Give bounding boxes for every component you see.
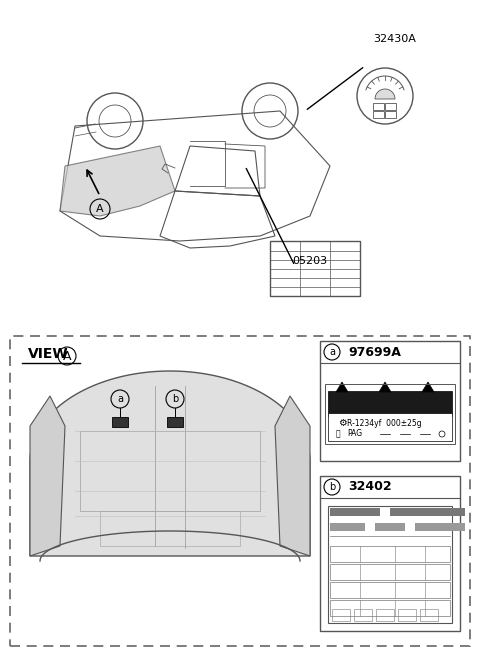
Wedge shape [375, 89, 395, 99]
Text: ⚙: ⚙ [338, 418, 347, 428]
Text: 32402: 32402 [348, 480, 392, 493]
Bar [330, 508, 380, 516]
Text: b: b [329, 482, 335, 492]
Text: 97699A: 97699A [348, 346, 401, 358]
Bar [376, 609, 394, 621]
Bar [385, 103, 396, 110]
Bar [100, 511, 240, 546]
Bar [330, 582, 450, 598]
Text: 05203: 05203 [292, 256, 327, 266]
Bar [320, 476, 460, 631]
Text: PAG: PAG [347, 430, 362, 438]
Bar [373, 111, 384, 118]
Bar [270, 241, 360, 296]
Circle shape [357, 68, 413, 124]
Bar [325, 384, 455, 444]
Bar [375, 523, 405, 531]
Bar [398, 609, 416, 621]
Bar [328, 506, 452, 623]
Text: a: a [117, 394, 123, 404]
Polygon shape [30, 371, 310, 556]
Bar [415, 523, 465, 531]
Bar [332, 609, 350, 621]
Text: a: a [329, 347, 335, 357]
Text: A: A [63, 350, 71, 363]
Polygon shape [422, 382, 434, 392]
Bar [354, 609, 372, 621]
Bar [420, 609, 438, 621]
Bar [320, 341, 460, 461]
Bar [330, 546, 450, 562]
Text: 32430A: 32430A [373, 34, 417, 44]
Bar [390, 508, 465, 516]
Bar [328, 413, 452, 441]
Text: R-1234yf  000±25g: R-1234yf 000±25g [347, 419, 421, 428]
Polygon shape [60, 146, 175, 216]
Polygon shape [336, 382, 348, 392]
Polygon shape [275, 396, 310, 556]
Bar [167, 417, 183, 427]
Bar [385, 111, 396, 118]
Text: VIEW: VIEW [28, 347, 69, 361]
Polygon shape [30, 396, 65, 556]
Bar [112, 417, 128, 427]
Bar [330, 600, 450, 616]
Bar [330, 564, 450, 580]
Text: b: b [172, 394, 178, 404]
Bar [328, 391, 452, 416]
Text: 🛢: 🛢 [336, 430, 341, 438]
Bar [373, 103, 384, 110]
Text: A: A [96, 204, 104, 214]
Bar [330, 523, 365, 531]
Bar [80, 431, 260, 511]
Polygon shape [379, 382, 391, 392]
